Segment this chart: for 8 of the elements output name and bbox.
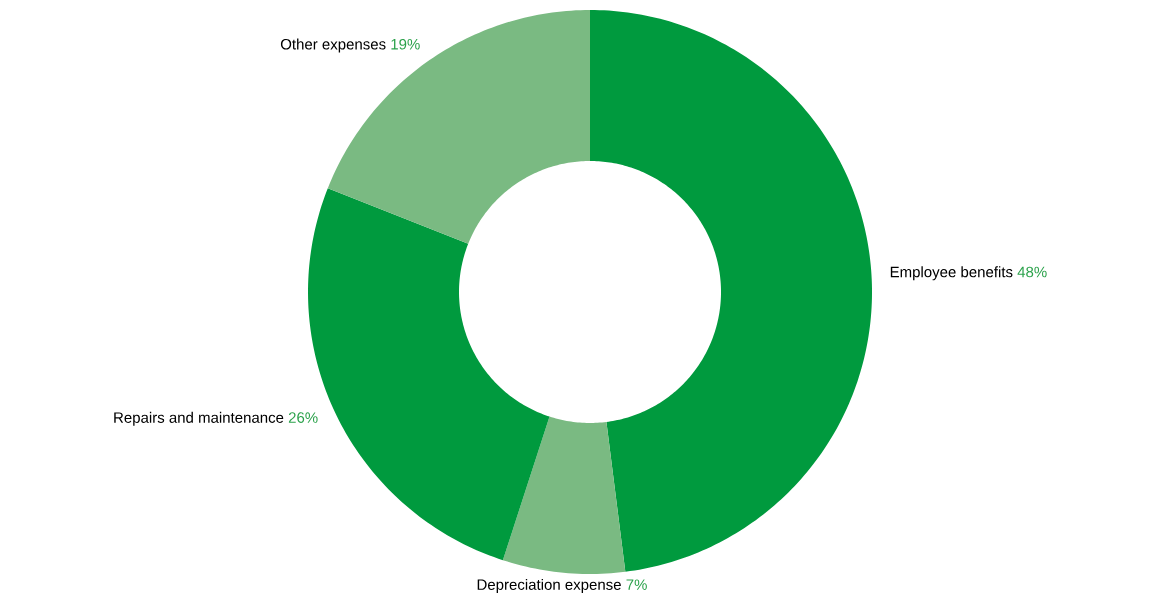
data-label: 7% bbox=[626, 579, 647, 590]
slice-label: Other expenses bbox=[280, 38, 386, 53]
data-label: 26% bbox=[288, 412, 318, 423]
data-label: 19% bbox=[391, 38, 420, 50]
slice-label: Depreciation expense bbox=[477, 578, 621, 593]
data-label: 48% bbox=[1017, 266, 1047, 278]
slice-label: Employee benefits bbox=[890, 266, 1013, 281]
slice-label: Repairs and maintenance bbox=[114, 411, 284, 426]
